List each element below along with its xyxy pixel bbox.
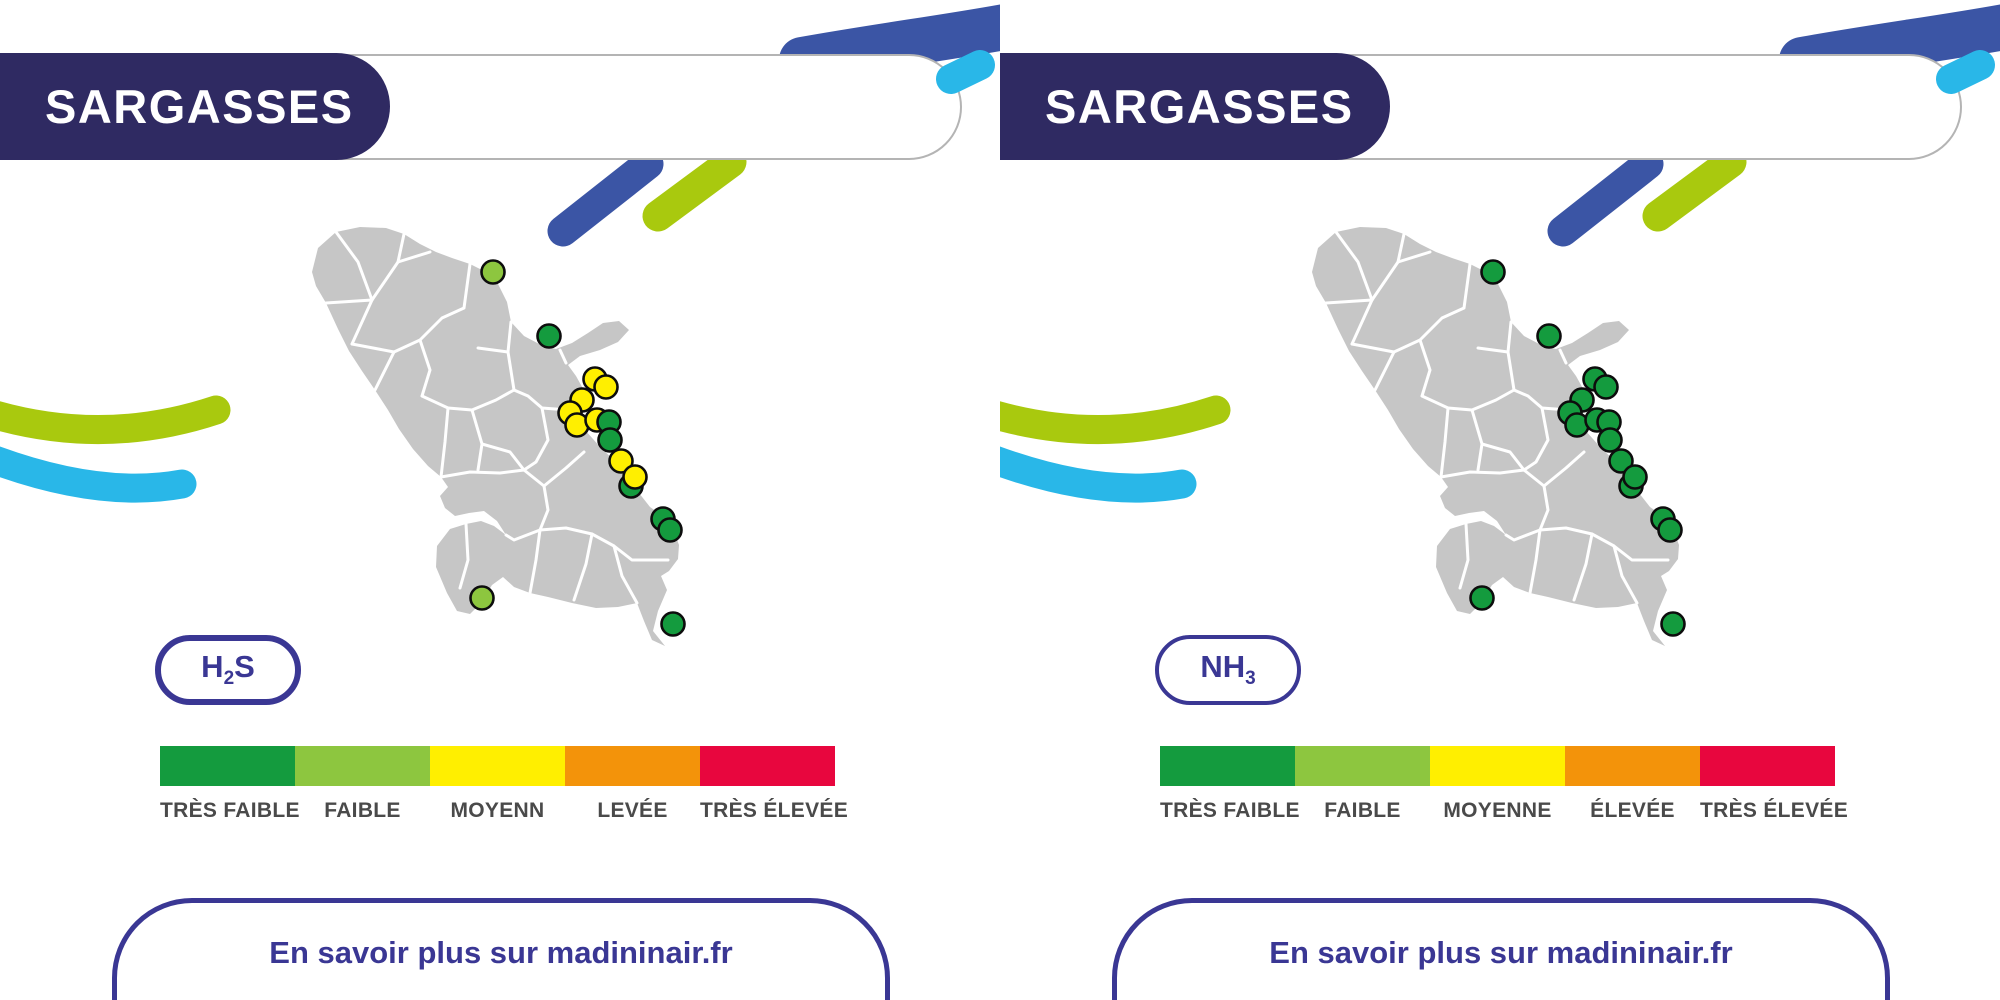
gas-pill: NH3	[1155, 635, 1301, 705]
diagonal-swoosh-green	[642, 146, 747, 232]
station-dot	[608, 448, 634, 474]
gas-formula: NH3	[1200, 649, 1256, 690]
legend-segment-faible	[1295, 746, 1430, 786]
station-dot	[1597, 427, 1623, 453]
station-dot	[593, 374, 619, 400]
legend: TRÈS FAIBLE FAIBLE MOYENN LEVÉE TRÈS ÉLEVÉE	[160, 746, 849, 823]
station-dots	[469, 259, 686, 637]
legend-segment-elevee	[565, 746, 700, 786]
diagonal-swoosh-blue	[547, 148, 664, 247]
station-dot	[536, 323, 562, 349]
legend-label-elevee: LEVÉE	[597, 799, 668, 822]
footer-button[interactable]: En savoir plus sur madininair.fr	[1112, 898, 1890, 1000]
legend-label-tres_faible: TRÈS FAIBLE	[1160, 799, 1300, 822]
legend-label-faible: FAIBLE	[1324, 799, 1401, 822]
martinique-map	[312, 227, 686, 646]
station-dot	[622, 464, 648, 490]
station-dot	[1469, 585, 1495, 611]
legend-segment-tres_elevee	[1700, 746, 1835, 786]
station-dot	[480, 259, 506, 285]
legend-label-tres_faible: TRÈS FAIBLE	[160, 799, 300, 822]
legend-segment-elevee	[1565, 746, 1700, 786]
footer-label: En savoir plus sur madininair.fr	[269, 935, 733, 970]
left-swoosh-green	[1000, 395, 1231, 444]
legend-segment-faible	[295, 746, 430, 786]
diagonal-swoosh-blue	[1547, 148, 1664, 247]
legend-label-tres_elevee: TRÈS ÉLEVÉE	[1700, 799, 1849, 822]
panel-h2s: SARGASSES	[0, 4, 1000, 1000]
legend: TRÈS FAIBLE FAIBLE MOYENNE ÉLEVÉE TRÈS ÉLEVÉ…	[1160, 746, 1849, 823]
legend-segment-moyenne	[1430, 746, 1565, 786]
title-banner: SARGASSES	[0, 53, 390, 160]
legend-labels: TRÈS FAIBLE FAIBLE MOYENNE ÉLEVÉE TRÈS ÉLEVÉ…	[1160, 799, 1849, 823]
left-swoosh-green	[0, 395, 231, 444]
station-dot	[660, 611, 686, 637]
commune-borders	[1324, 230, 1670, 605]
legend-bar	[160, 746, 835, 786]
legend-label-faible: FAIBLE	[324, 799, 401, 822]
left-swoosh-cyan	[0, 446, 197, 503]
footer-button[interactable]: En savoir plus sur madininair.fr	[112, 898, 890, 1000]
panel-title: SARGASSES	[1045, 80, 1354, 133]
legend-bar	[1160, 746, 1835, 786]
station-dot	[1660, 611, 1686, 637]
island-shape	[312, 227, 679, 646]
legend-segment-tres_faible	[160, 746, 295, 786]
legend-label-elevee: ÉLEVÉE	[1590, 799, 1675, 822]
station-dot	[469, 585, 495, 611]
legend-segment-tres_elevee	[700, 746, 835, 786]
panel-title: SARGASSES	[45, 80, 354, 133]
station-dot	[1536, 323, 1562, 349]
station-dot	[597, 427, 623, 453]
gas-formula: H2S	[201, 649, 255, 690]
station-dot	[1593, 374, 1619, 400]
station-dot	[1480, 259, 1506, 285]
island-shape	[1312, 227, 1679, 646]
legend-label-moyenne: MOYENN	[450, 799, 545, 822]
diagonal-swoosh-green	[1642, 146, 1747, 232]
left-swoosh-cyan	[1000, 446, 1197, 503]
footer-label: En savoir plus sur madininair.fr	[1269, 935, 1733, 970]
legend-segment-moyenne	[430, 746, 565, 786]
legend-segment-tres_faible	[1160, 746, 1295, 786]
legend-label-tres_elevee: TRÈS ÉLEVÉE	[700, 799, 849, 822]
station-dot	[657, 517, 683, 543]
legend-labels: TRÈS FAIBLE FAIBLE MOYENN LEVÉE TRÈS ÉLEVÉE	[160, 799, 849, 823]
commune-borders	[324, 230, 670, 605]
station-dots	[1469, 259, 1686, 637]
panel-nh3: SARGASSES	[1000, 0, 2000, 1000]
station-dot	[1622, 464, 1648, 490]
station-dot	[1657, 517, 1683, 543]
station-dot	[1608, 448, 1634, 474]
legend-label-moyenne: MOYENNE	[1443, 799, 1552, 822]
martinique-map	[1312, 227, 1686, 646]
gas-pill: H2S	[155, 635, 301, 705]
title-banner: SARGASSES	[1000, 53, 1390, 160]
